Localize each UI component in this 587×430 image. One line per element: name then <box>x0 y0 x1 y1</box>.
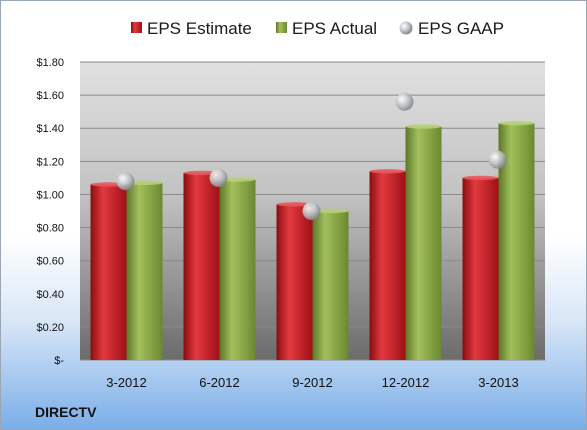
gaap-point <box>302 202 321 220</box>
legend-label-gaap: EPS GAAP <box>418 19 504 38</box>
y-tick-label: $0.60 <box>36 256 64 268</box>
y-tick-label: $1.60 <box>36 90 64 102</box>
gaap-point <box>116 172 135 191</box>
legend-label-estimate: EPS Estimate <box>147 19 252 38</box>
y-axis-ticks: $- $0.20 $0.40 $0.60 $0.80 $1.00 $1.20 $1.40 $1.… <box>36 57 64 367</box>
actual-bar <box>405 126 442 360</box>
legend-swatch-estimate <box>131 22 142 33</box>
legend-swatch-actual <box>276 22 287 33</box>
legend-label-actual: EPS Actual <box>292 19 377 38</box>
y-tick-label: $0.40 <box>36 289 64 301</box>
legend-item-gaap: EPS GAAP <box>399 19 504 38</box>
legend-item-estimate: EPS Estimate <box>131 19 252 38</box>
y-tick-label: $0.80 <box>36 223 64 235</box>
legend-swatch-gaap <box>399 21 413 35</box>
actual-bar <box>219 179 256 360</box>
x-category-label: 3-2013 <box>478 375 518 390</box>
y-tick-label: $1.00 <box>36 189 64 201</box>
actual-bar <box>126 182 163 360</box>
estimate-bar <box>276 204 313 360</box>
gaap-point <box>395 92 414 111</box>
bars <box>90 121 535 360</box>
x-category-label: 12-2012 <box>382 375 430 390</box>
y-tick-label: $1.40 <box>36 123 64 135</box>
estimate-bar <box>90 184 127 360</box>
y-tick-label: $0.20 <box>36 322 64 334</box>
gaap-point <box>488 150 507 169</box>
actual-bar-top <box>126 180 163 186</box>
x-category-label: 6-2012 <box>199 375 239 390</box>
actual-bar-top <box>405 124 442 129</box>
y-tick-label: $1.80 <box>36 57 64 69</box>
legend: EPS Estimate EPS Actual EPS GAAP <box>131 19 504 38</box>
estimate-bar <box>369 171 406 360</box>
legend-item-actual: EPS Actual <box>276 19 377 38</box>
x-category-label: 3-2012 <box>106 375 146 390</box>
actual-bar-top <box>498 121 535 126</box>
gaap-points <box>116 92 507 220</box>
x-axis-categories: 3-2012 6-2012 9-2012 12-2012 3-2013 <box>106 375 518 390</box>
estimate-bar-top <box>369 169 406 174</box>
x-category-label: 9-2012 <box>292 375 332 390</box>
estimate-bar <box>462 177 499 360</box>
actual-bar-top <box>312 208 349 214</box>
gaap-point <box>209 168 228 187</box>
y-tick-label: $- <box>54 355 64 367</box>
estimate-bar-top <box>462 175 499 181</box>
y-tick-label: $1.20 <box>36 156 64 168</box>
actual-bar <box>312 211 349 360</box>
estimate-bar <box>183 172 220 360</box>
actual-bar-top <box>219 177 256 182</box>
source-label: DIRECTV <box>35 404 97 420</box>
estimate-bar-top <box>276 202 313 207</box>
